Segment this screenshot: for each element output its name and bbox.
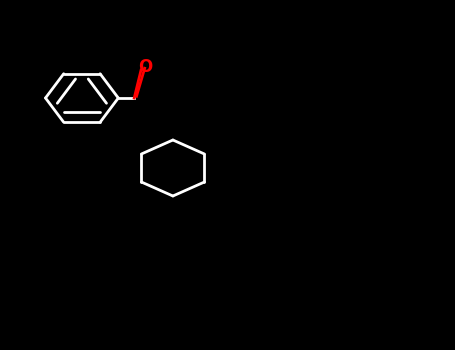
Text: O: O (138, 57, 153, 76)
